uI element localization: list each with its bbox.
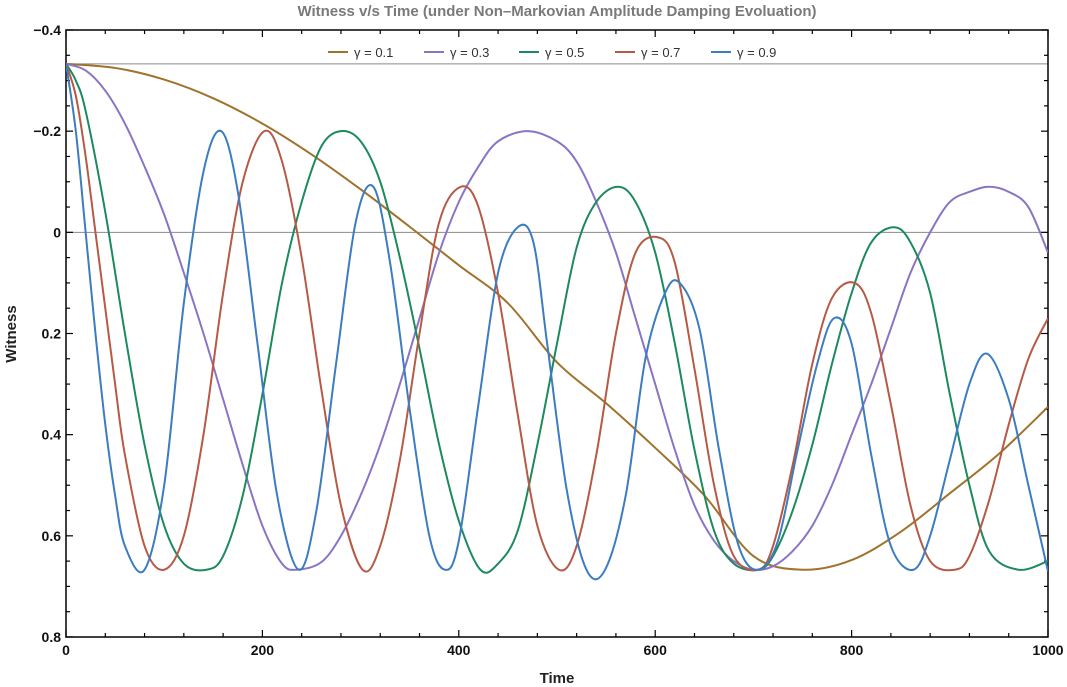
y-tick-label: 0.6: [42, 528, 62, 544]
legend-label-4: γ = 0.9: [737, 45, 776, 60]
series-line-1: [66, 62, 1048, 571]
legend-label-1: γ = 0.3: [450, 45, 489, 60]
chart-title: Witness v/s Time (under Non–Markovian Am…: [297, 3, 816, 20]
x-tick-label: 600: [644, 642, 668, 658]
legend-label-2: γ = 0.5: [545, 45, 584, 60]
x-tick-label: 400: [447, 642, 471, 658]
plot-frame: [65, 29, 1049, 638]
y-tick-label: 0: [53, 224, 61, 240]
y-tick-label: 0.4: [42, 427, 62, 443]
y-tick-label: −0.4: [33, 22, 61, 38]
legend-label-0: γ = 0.1: [354, 45, 393, 60]
series-group: [66, 62, 1048, 581]
series-line-2: [66, 63, 1048, 574]
x-axis-label: Time: [540, 670, 575, 687]
x-tick-label: 800: [840, 642, 864, 658]
legend-label-3: γ = 0.7: [641, 45, 680, 60]
y-tick-label: 0.8: [42, 629, 62, 645]
y-axis-label: Witness: [3, 305, 20, 362]
y-tick-label: −0.2: [33, 123, 61, 139]
x-tick-label: 1000: [1032, 642, 1063, 658]
series-line-4: [66, 63, 1048, 581]
series-line-3: [66, 63, 1048, 573]
x-tick-label: 0: [62, 642, 70, 658]
series-line-0: [66, 62, 1048, 571]
x-tick-label: 200: [251, 642, 275, 658]
y-tick-label: 0.2: [42, 326, 62, 342]
